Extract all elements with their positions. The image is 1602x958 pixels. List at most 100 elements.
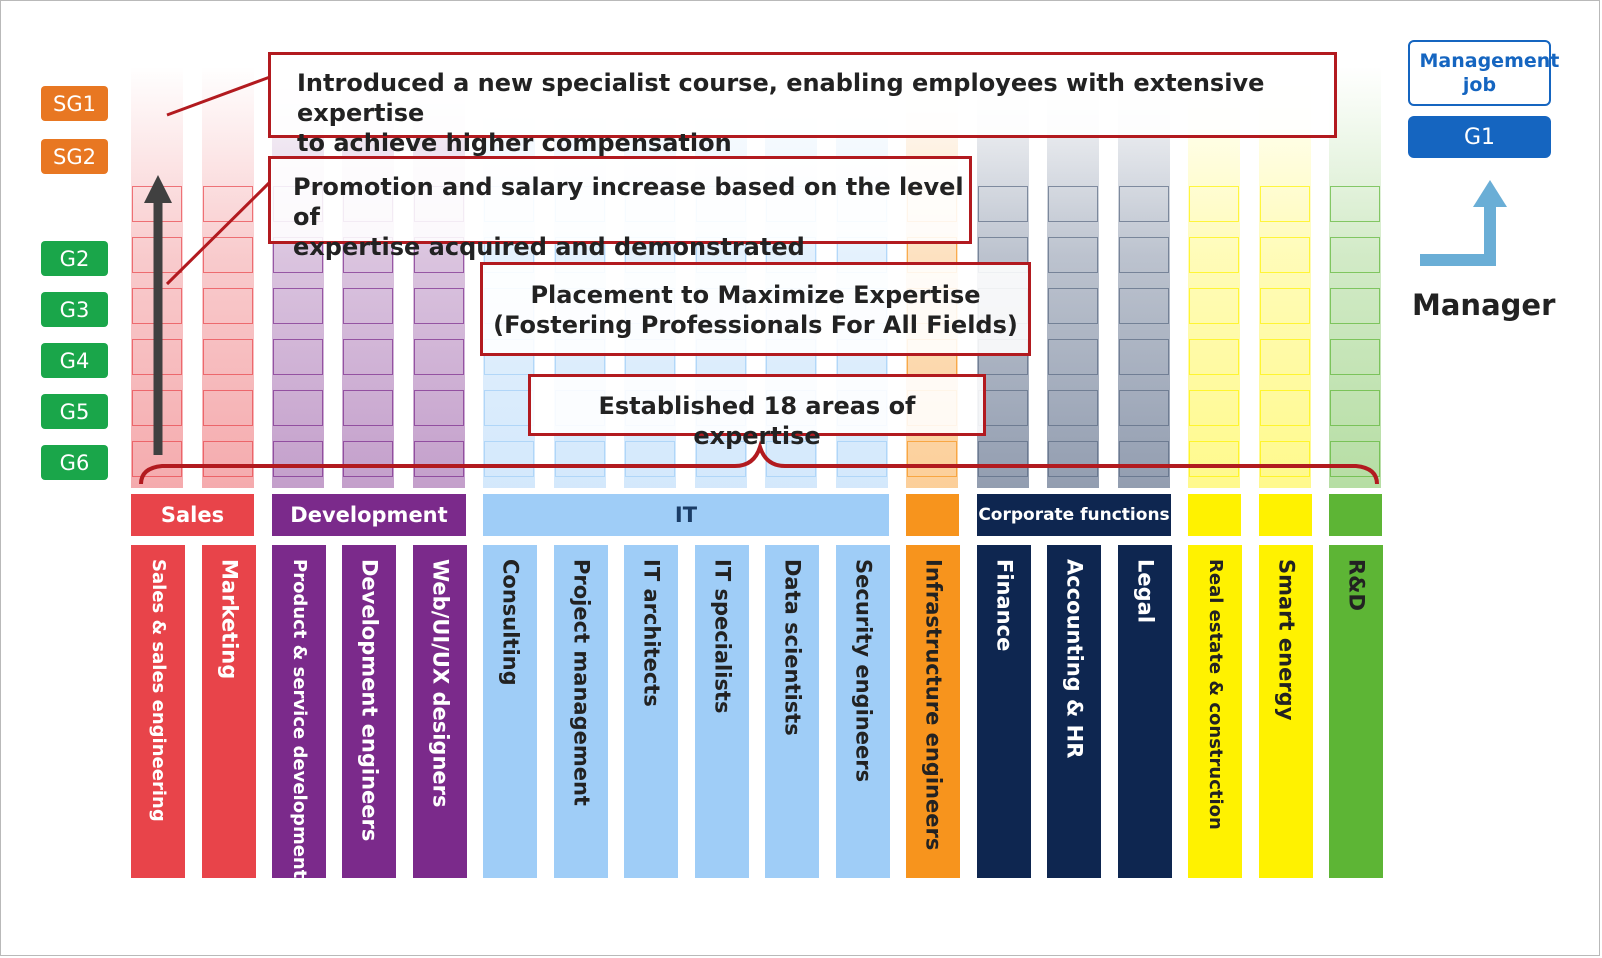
manager-elbow-arrow xyxy=(1420,205,1496,266)
grade-cell xyxy=(203,390,253,426)
management-job-box: Management job xyxy=(1408,40,1560,106)
grade-cell xyxy=(907,441,957,477)
grade-cell xyxy=(273,288,323,324)
field-label-box: Finance xyxy=(977,545,1031,878)
field-label: Accounting & HR xyxy=(1062,559,1087,759)
grade-cell xyxy=(1330,237,1380,273)
category-header: Corporate functions xyxy=(977,494,1171,536)
grade-cell xyxy=(1189,339,1239,375)
manager-elbow-arrow-head xyxy=(1473,180,1507,207)
manager-label: Manager xyxy=(1412,288,1556,322)
grade-cell xyxy=(1189,186,1239,222)
promotion-callout: Promotion and salary increase based on t… xyxy=(268,156,972,261)
category-header: Development xyxy=(272,494,466,536)
grade-cell xyxy=(1330,186,1380,222)
field-label-box: Accounting & HR xyxy=(1047,545,1101,878)
grade-cell xyxy=(696,441,746,477)
field-label: R&D xyxy=(1344,559,1369,611)
category-header: IT xyxy=(483,494,889,536)
specialist-callout-line1: Introduced a new specialist course, enab… xyxy=(297,69,1265,127)
category-header xyxy=(1259,494,1312,536)
grade-badge: G3 xyxy=(41,292,108,327)
field-label: Marketing xyxy=(217,559,242,680)
field-label: Infrastructure engineers xyxy=(921,559,946,851)
field-label-box: Development engineers xyxy=(342,545,396,878)
grade-badge: G2 xyxy=(41,241,108,276)
grade-cell xyxy=(273,339,323,375)
grade-cell xyxy=(273,390,323,426)
grade-cell xyxy=(1048,390,1098,426)
grade-cell xyxy=(1189,390,1239,426)
grade-cell xyxy=(203,441,253,477)
promotion-callout-line2: expertise acquired and demonstrated xyxy=(293,233,805,261)
grade-cell xyxy=(1119,288,1169,324)
grade-badge: G6 xyxy=(41,445,108,480)
field-label: IT architects xyxy=(639,559,664,707)
field-label-box: Infrastructure engineers xyxy=(906,545,960,878)
grade-cell xyxy=(1048,339,1098,375)
grade-cell xyxy=(1189,288,1239,324)
grade-cell xyxy=(978,441,1028,477)
grade-cell xyxy=(1189,237,1239,273)
field-label: Legal xyxy=(1133,559,1158,624)
grade-cell xyxy=(414,288,464,324)
grade-cell xyxy=(203,339,253,375)
field-label-box: Web/UI/UX designers xyxy=(413,545,467,878)
field-label-box: Data scientists xyxy=(765,545,819,878)
grade-cell xyxy=(203,237,253,273)
grade-cell xyxy=(273,441,323,477)
field-label-box: Smart energy xyxy=(1259,545,1313,878)
grade-cell xyxy=(414,390,464,426)
grade-cell xyxy=(1330,339,1380,375)
field-label: Sales & sales engineering xyxy=(148,559,169,822)
field-label: Smart energy xyxy=(1274,559,1299,721)
grade-cell xyxy=(555,441,605,477)
promotion-connector-line xyxy=(165,180,272,286)
grade-cell xyxy=(1260,339,1310,375)
management-job-label: Management job xyxy=(1419,50,1560,96)
field-label-box: Product & service development xyxy=(272,545,326,878)
field-label: Project management xyxy=(569,559,594,806)
grade-badge: SG1 xyxy=(41,86,108,121)
promotion-callout-line1: Promotion and salary increase based on t… xyxy=(293,173,964,231)
grade-cell xyxy=(1260,390,1310,426)
field-label-box: Project management xyxy=(554,545,608,878)
grade-cell xyxy=(1119,186,1169,222)
field-label: Web/UI/UX designers xyxy=(428,559,453,808)
grade-cell xyxy=(1260,237,1310,273)
field-label: Real estate & construction xyxy=(1205,559,1226,830)
grade-cell xyxy=(1260,186,1310,222)
grade-cell xyxy=(343,390,393,426)
grade-cell xyxy=(1330,390,1380,426)
field-label-box: IT specialists xyxy=(695,545,749,878)
field-column xyxy=(1329,66,1381,488)
grade-cell xyxy=(414,441,464,477)
placement-callout-line1: Placement to Maximize Expertise xyxy=(530,281,981,309)
category-header xyxy=(1329,494,1382,536)
grade-cell xyxy=(1119,339,1169,375)
grade-badge: G5 xyxy=(41,394,108,429)
g1-grade-label: G1 xyxy=(1463,124,1496,150)
field-label-box: Security engineers xyxy=(836,545,890,878)
grade-cell xyxy=(1260,441,1310,477)
grade-cell xyxy=(1048,237,1098,273)
fields-brace xyxy=(139,440,1379,485)
grade-cell xyxy=(1119,237,1169,273)
established-callout: Established 18 areas of expertise xyxy=(528,374,986,450)
field-column xyxy=(202,66,254,488)
grade-cell xyxy=(1048,288,1098,324)
grade-cell xyxy=(414,339,464,375)
grade-cell xyxy=(837,441,887,477)
grade-badge: SG2 xyxy=(41,139,108,174)
field-label: Consulting xyxy=(498,559,523,686)
g1-grade-badge: G1 xyxy=(1408,116,1551,158)
field-label-box: R&D xyxy=(1329,545,1383,878)
grade-cell xyxy=(343,288,393,324)
field-label: Finance xyxy=(992,559,1017,652)
grade-cell xyxy=(203,288,253,324)
grade-cell xyxy=(625,441,675,477)
grade-cell xyxy=(343,441,393,477)
placement-callout-line2: (Fostering Professionals For All Fields) xyxy=(493,311,1018,339)
